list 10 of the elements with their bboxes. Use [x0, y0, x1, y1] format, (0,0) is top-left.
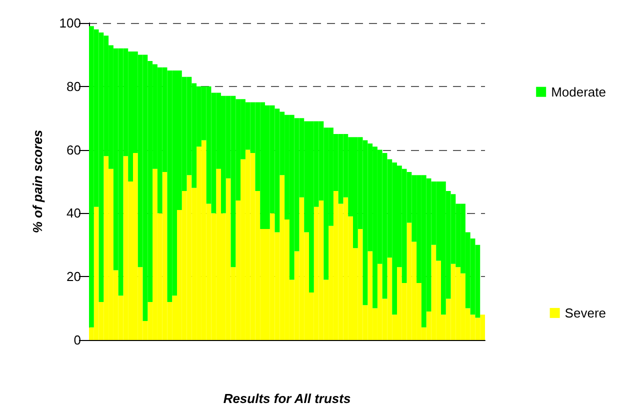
legend-label: Severe	[564, 305, 606, 320]
y-tick-label: 0	[74, 332, 81, 348]
legend-label: Moderate	[551, 84, 606, 100]
x-axis-title: Results for All trusts	[223, 391, 351, 406]
y-tick-label: 60	[66, 142, 81, 158]
y-tick-label: 100	[59, 16, 81, 30]
y-tick-label: 20	[66, 269, 81, 284]
y-tick-label: 40	[66, 206, 81, 221]
y-tick-label: 80	[66, 78, 81, 94]
y-axis-title: % of pain scores	[30, 130, 45, 234]
